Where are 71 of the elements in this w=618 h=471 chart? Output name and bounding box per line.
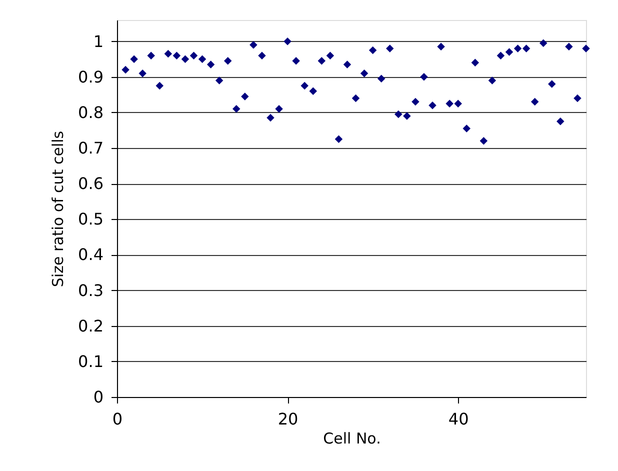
y-tick-label: 0.2 xyxy=(78,316,104,336)
y-tick-label: 0.9 xyxy=(78,67,104,86)
point xyxy=(309,87,317,96)
point xyxy=(181,55,190,63)
point xyxy=(394,110,402,118)
point xyxy=(241,92,249,100)
point xyxy=(471,58,480,67)
y-tick-label: 0.3 xyxy=(78,280,104,300)
point xyxy=(318,57,326,65)
point xyxy=(480,137,488,145)
y-tick-label: 0.7 xyxy=(78,138,104,158)
point xyxy=(206,60,215,68)
point xyxy=(232,105,240,113)
point xyxy=(198,55,206,63)
point xyxy=(539,39,548,47)
point xyxy=(352,94,360,102)
point xyxy=(488,76,496,84)
x-tick-label: 0 xyxy=(112,410,123,428)
point xyxy=(565,42,573,51)
y-tick-label: 0.5 xyxy=(78,210,104,229)
point xyxy=(446,100,454,108)
point xyxy=(377,74,386,83)
point xyxy=(548,80,556,88)
point xyxy=(147,52,155,60)
point xyxy=(343,60,352,68)
point xyxy=(522,44,530,52)
y-axis-title: Size ratio of cut cells xyxy=(49,130,68,288)
point xyxy=(496,52,505,60)
point xyxy=(530,98,539,106)
y-tick-label: 0.4 xyxy=(78,245,104,264)
point xyxy=(505,48,514,56)
point xyxy=(360,69,368,78)
point xyxy=(556,117,564,126)
x-axis-title: Cell No. xyxy=(323,430,381,448)
point xyxy=(250,41,258,49)
point xyxy=(462,124,470,132)
point xyxy=(300,82,308,90)
point xyxy=(138,69,146,78)
point xyxy=(164,50,172,58)
point xyxy=(334,135,343,144)
point xyxy=(428,101,436,110)
point xyxy=(224,57,232,65)
point xyxy=(292,57,300,65)
point xyxy=(386,44,394,52)
point xyxy=(514,44,522,52)
point xyxy=(437,42,445,51)
point xyxy=(172,52,181,60)
point xyxy=(258,52,266,60)
y-tick-label: 0.1 xyxy=(78,352,104,371)
point xyxy=(574,94,582,102)
point xyxy=(215,76,224,84)
point xyxy=(582,44,590,52)
point xyxy=(284,37,292,46)
point xyxy=(156,82,164,90)
y-tick-label: 0.8 xyxy=(78,102,104,122)
point xyxy=(130,55,138,63)
point xyxy=(412,98,420,106)
point xyxy=(368,46,377,54)
point xyxy=(454,100,462,108)
point xyxy=(403,112,411,120)
point xyxy=(122,66,130,74)
y-tick-label: 0 xyxy=(93,388,104,406)
point xyxy=(190,52,198,60)
x-tick-label: 40 xyxy=(448,410,469,428)
y-tick-label: 1 xyxy=(93,32,104,51)
y-tick-label: 0.6 xyxy=(78,174,104,194)
point xyxy=(275,105,283,113)
x-tick-label: 20 xyxy=(278,410,298,428)
point xyxy=(266,114,274,122)
point xyxy=(420,73,428,81)
point xyxy=(326,52,334,60)
